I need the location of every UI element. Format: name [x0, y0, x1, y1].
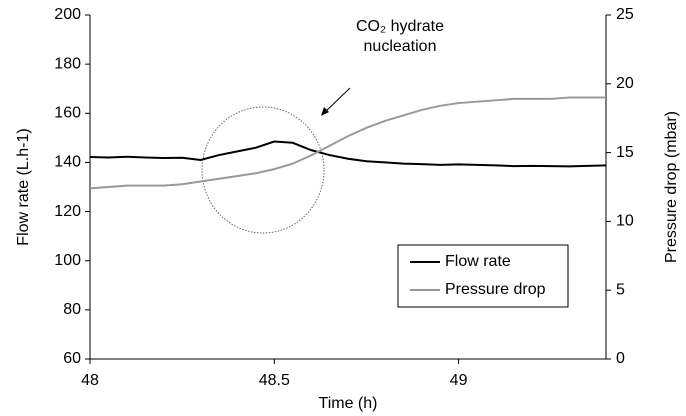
- y2-axis-label: Pressure drop (mbar): [663, 111, 680, 263]
- y2-tick-label: 25: [616, 6, 634, 23]
- y2-tick-label: 0: [616, 350, 625, 367]
- y-tick-label: 200: [54, 6, 81, 23]
- y2-tick-label: 5: [616, 281, 625, 298]
- y-tick-label: 180: [54, 55, 81, 72]
- x-tick-label: 48: [81, 372, 99, 389]
- y-tick-label: 100: [54, 252, 81, 269]
- y2-tick-label: 15: [616, 144, 634, 161]
- y-tick-label: 60: [63, 350, 81, 367]
- y-tick-label: 160: [54, 105, 81, 122]
- legend-label: Flow rate: [445, 253, 511, 270]
- arrow: [323, 87, 351, 114]
- x-tick-label: 48.5: [259, 372, 290, 389]
- y-tick-label: 80: [63, 301, 81, 318]
- x-tick-label: 49: [450, 372, 468, 389]
- annotation: CO₂ hydrate: [356, 18, 444, 35]
- y-tick-label: 140: [54, 154, 81, 171]
- arrow-head: [321, 107, 329, 116]
- annotation: nucleation: [364, 38, 437, 55]
- legend-label: Pressure drop: [445, 281, 546, 298]
- data-line: [89, 140, 607, 168]
- y-axis-label: Flow rate (L.h-1): [15, 128, 32, 245]
- y2-tick-label: 20: [616, 75, 634, 92]
- x-axis-label: Time (h): [319, 395, 378, 412]
- legend-box: [397, 244, 569, 308]
- y2-tick-label: 10: [616, 213, 634, 230]
- highlight-ellipse: [201, 106, 325, 234]
- data-line: [89, 96, 606, 190]
- y-tick-label: 120: [54, 203, 81, 220]
